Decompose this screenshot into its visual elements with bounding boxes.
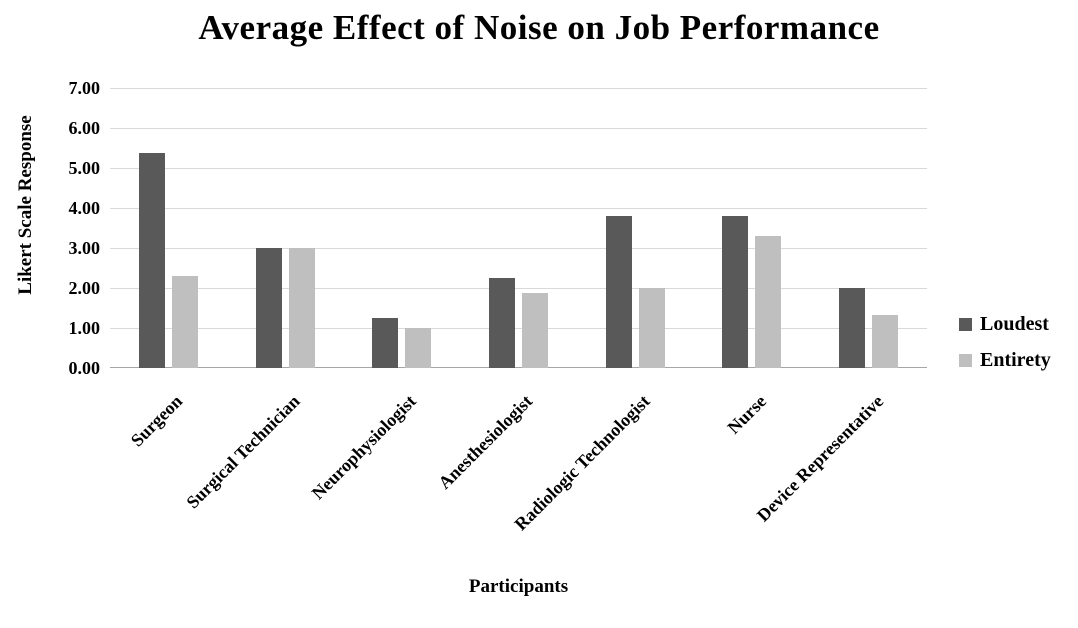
bar-loudest: [372, 318, 399, 368]
chart-title: Average Effect of Noise on Job Performan…: [198, 8, 880, 47]
legend-label: Loudest: [980, 313, 1049, 335]
bar-entirety: [872, 314, 899, 368]
bar-entirety: [171, 276, 198, 368]
legend: Loudest Entirety: [959, 312, 1051, 384]
legend-label: Entirety: [980, 349, 1051, 371]
bar-entirety: [522, 292, 549, 368]
legend-swatch-icon: [959, 318, 972, 331]
bar-entirety: [755, 236, 782, 368]
x-axis-title: Participants: [468, 576, 569, 597]
bar-loudest: [489, 278, 516, 368]
y-tick-label: 5.00: [68, 158, 101, 178]
gridline: [110, 128, 927, 129]
x-category-label: Nurse: [723, 391, 771, 438]
x-category-label: Neurophysiologist: [307, 391, 420, 504]
x-axis-line: [110, 367, 927, 368]
x-category-label: Anesthesiologist: [434, 391, 537, 493]
bar-group: [577, 88, 694, 368]
y-tick-label: 3.00: [68, 238, 101, 258]
x-category-label: Surgical Technician: [181, 391, 304, 513]
gridline: [110, 248, 927, 249]
y-tick-label: 6.00: [68, 118, 101, 138]
y-tick-label: 2.00: [68, 278, 101, 298]
gridline: [110, 88, 927, 89]
legend-item: Entirety: [959, 348, 1051, 373]
y-tick-label: 7.00: [68, 78, 101, 98]
bar-group: [227, 88, 344, 368]
plot-area: [110, 88, 927, 368]
bar-loudest: [138, 152, 165, 368]
x-category-label: Device Representative: [752, 391, 887, 526]
bar-group: [110, 88, 227, 368]
gridline: [110, 288, 927, 289]
bar-group: [460, 88, 577, 368]
bar-loudest: [255, 248, 282, 368]
bar-group: [810, 88, 927, 368]
bar-group: [343, 88, 460, 368]
x-axis-category-labels: Surgeon Surgical Technician Neurophysiolog…: [110, 391, 927, 571]
bar-entirety: [405, 328, 432, 368]
legend-swatch-icon: [959, 354, 972, 367]
gridline: [110, 168, 927, 169]
bar-entirety: [638, 288, 665, 368]
bar-groups: [110, 88, 927, 368]
x-category-label: Surgeon: [127, 391, 187, 451]
gridline: [110, 208, 927, 209]
y-tick-label: 1.00: [68, 318, 101, 338]
y-tick-label: 0.00: [68, 358, 101, 378]
bar-group: [694, 88, 811, 368]
gridline: [110, 328, 927, 329]
y-axis-ticks: 7.00 6.00 5.00 4.00 3.00 2.00 1.00 0.00: [0, 78, 101, 378]
bar-entirety: [288, 248, 315, 368]
y-tick-label: 4.00: [68, 198, 101, 218]
bar-loudest: [839, 288, 866, 368]
bar-loudest: [722, 216, 749, 368]
x-category-label: Radiologic Technologist: [510, 391, 654, 535]
bar-loudest: [605, 216, 632, 368]
legend-item: Loudest: [959, 312, 1051, 337]
